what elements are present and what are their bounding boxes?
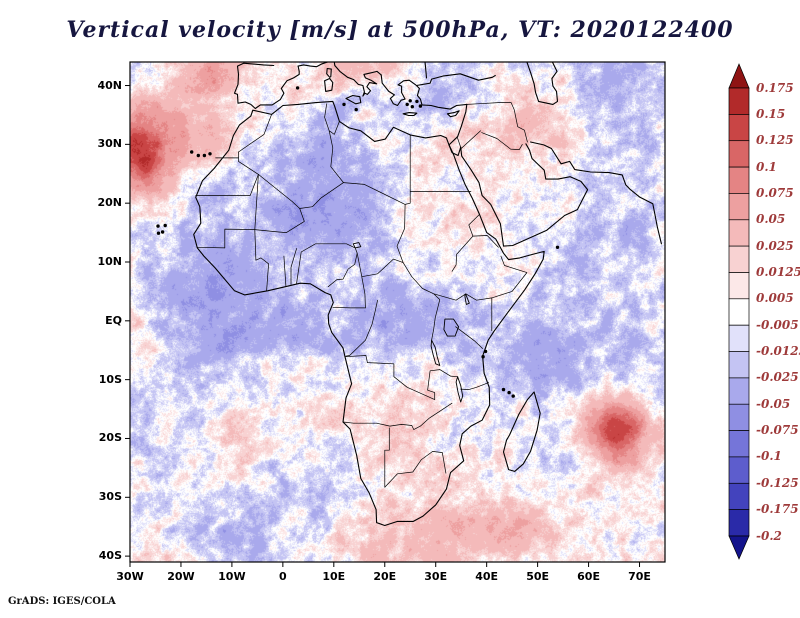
y-axis-tick-label: 20S — [98, 431, 122, 445]
x-axis-tick-label: 10W — [218, 570, 246, 583]
x-axis-tick-label: 30W — [116, 570, 144, 583]
colorbar-segment — [728, 377, 750, 405]
x-axis-tick-label: 20E — [373, 570, 397, 583]
x-axis-tick-label: 20W — [167, 570, 195, 583]
y-axis-tick-label: EQ — [105, 313, 122, 327]
colorbar-segment — [728, 272, 750, 300]
colorbar-tick-label: -0.1 — [756, 449, 782, 464]
colorbar-segment — [728, 114, 750, 142]
colorbar-tick-label: 0.125 — [756, 133, 794, 148]
colorbar-tick-label: -0.075 — [756, 423, 799, 438]
colorbar-segment — [728, 193, 750, 221]
colorbar-tick-label: -0.005 — [756, 317, 799, 332]
colorbar-tick-label: -0.125 — [756, 475, 799, 490]
y-axis-tick-label: 40N — [97, 78, 122, 92]
colorbar-tick-label: 0.15 — [756, 106, 786, 121]
colorbar-top-arrow — [728, 63, 750, 89]
colorbar-segment — [728, 509, 750, 537]
colorbar-tick-label: 0.175 — [756, 80, 794, 95]
velocity-field-canvas — [130, 62, 665, 562]
y-axis-tick-label: 10S — [98, 372, 122, 386]
colorbar-segment — [728, 351, 750, 379]
grads-attribution: GrADS: IGES/COLA — [8, 596, 116, 607]
colorbar-segment — [728, 403, 750, 431]
y-axis-tick-label: 30S — [98, 490, 122, 504]
colorbar-segment — [728, 482, 750, 511]
colorbar-tick-label: -0.175 — [756, 502, 799, 517]
colorbar-segment — [728, 166, 750, 194]
colorbar-segment — [728, 87, 750, 115]
colorbar-tick-label: 0.0125 — [756, 264, 800, 279]
x-axis-tick-label: 70E — [628, 570, 651, 583]
x-axis-tick-label: 40E — [475, 570, 499, 583]
colorbar-segment — [728, 219, 750, 247]
colorbar-tick-label: -0.0125 — [756, 344, 800, 359]
x-axis-tick-label: 10E — [322, 570, 346, 583]
colorbar-segment — [728, 140, 750, 168]
colorbar-tick-label: -0.2 — [756, 528, 782, 543]
colorbar-bottom-arrow — [728, 535, 750, 560]
colorbar-segment — [728, 430, 750, 458]
x-axis-tick-label: 0 — [279, 570, 287, 583]
colorbar-segment — [728, 298, 750, 326]
y-axis-tick-label: 10N — [97, 255, 122, 268]
y-axis-tick-label: 30N — [97, 137, 122, 151]
colorbar-tick-label: 0.05 — [756, 212, 786, 227]
x-axis-tick-label: 30E — [424, 570, 448, 583]
colorbar-tick-label: 0.005 — [756, 291, 794, 306]
colorbar-tick-label: 0.1 — [756, 159, 777, 174]
colorbar-tick-label: -0.05 — [756, 396, 791, 411]
colorbar-segment — [728, 456, 750, 484]
x-axis-tick-label: 60E — [577, 570, 600, 583]
colorbar-tick-label: -0.025 — [756, 370, 799, 385]
colorbar-tick-label: 0.025 — [756, 238, 794, 253]
x-axis-tick-label: 50E — [526, 570, 550, 583]
colorbar-segment — [728, 324, 750, 352]
chart-title: Vertical velocity [m/s] at 500hPa, VT: 2… — [66, 17, 734, 43]
colorbar-tick-label: 0.075 — [756, 185, 794, 200]
colorbar-segment — [728, 245, 750, 273]
y-axis-tick-label: 40S — [98, 549, 122, 563]
y-axis-tick-label: 20N — [97, 196, 122, 210]
